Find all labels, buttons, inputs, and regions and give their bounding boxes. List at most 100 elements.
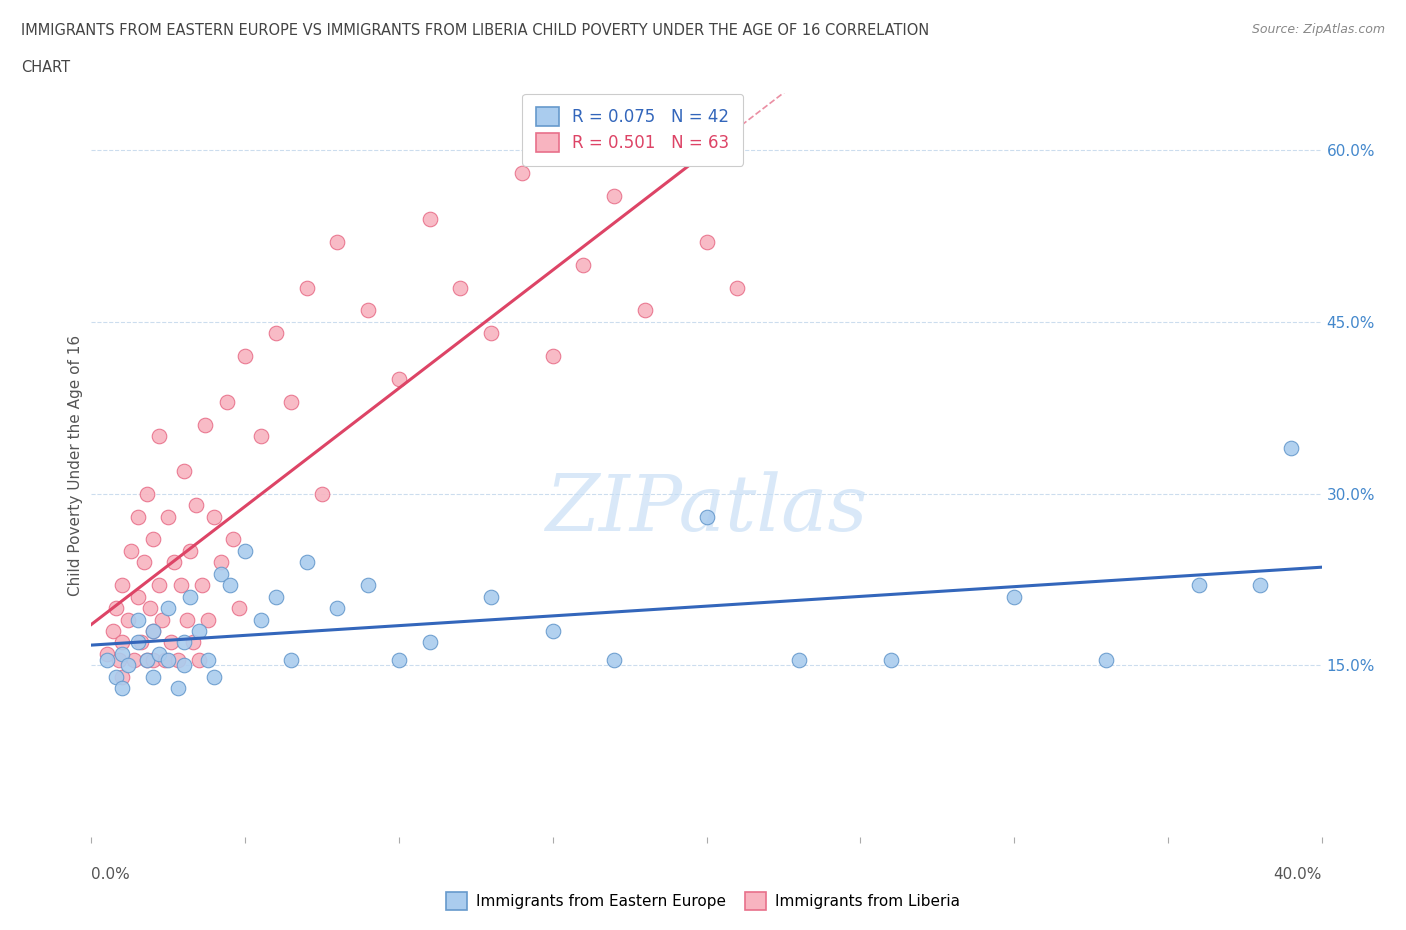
- Point: [696, 234, 718, 249]
- Text: 0.0%: 0.0%: [91, 867, 131, 882]
- Point: [150, 612, 173, 627]
- Point: [665, 143, 688, 158]
- Point: [179, 590, 201, 604]
- Point: [264, 326, 287, 340]
- Point: [135, 652, 157, 667]
- Point: [135, 486, 157, 501]
- Point: [135, 652, 157, 667]
- Point: [188, 623, 211, 638]
- Point: [215, 394, 238, 409]
- Point: [209, 555, 232, 570]
- Point: [295, 280, 318, 295]
- Point: [129, 635, 152, 650]
- Point: [603, 652, 626, 667]
- Point: [96, 646, 118, 661]
- Point: [1095, 652, 1118, 667]
- Point: [117, 612, 139, 627]
- Point: [96, 652, 118, 667]
- Point: [148, 646, 170, 661]
- Point: [111, 681, 134, 696]
- Point: [388, 652, 411, 667]
- Point: [105, 601, 127, 616]
- Point: [111, 578, 134, 592]
- Point: [179, 543, 201, 558]
- Point: [111, 646, 134, 661]
- Point: [142, 623, 165, 638]
- Point: [120, 543, 142, 558]
- Point: [105, 670, 127, 684]
- Y-axis label: Child Poverty Under the Age of 16: Child Poverty Under the Age of 16: [67, 335, 83, 595]
- Point: [249, 429, 271, 444]
- Point: [127, 612, 149, 627]
- Point: [1249, 578, 1271, 592]
- Text: Source: ZipAtlas.com: Source: ZipAtlas.com: [1251, 23, 1385, 36]
- Point: [202, 509, 225, 524]
- Legend: R = 0.075   N = 42, R = 0.501   N = 63: R = 0.075 N = 42, R = 0.501 N = 63: [523, 94, 742, 166]
- Point: [157, 509, 180, 524]
- Point: [139, 601, 162, 616]
- Point: [357, 303, 380, 318]
- Point: [132, 555, 155, 570]
- Point: [142, 652, 165, 667]
- Point: [233, 543, 256, 558]
- Point: [153, 652, 177, 667]
- Point: [111, 635, 134, 650]
- Point: [280, 394, 302, 409]
- Point: [295, 555, 318, 570]
- Text: 40.0%: 40.0%: [1274, 867, 1322, 882]
- Point: [127, 590, 149, 604]
- Point: [197, 612, 219, 627]
- Point: [188, 652, 211, 667]
- Point: [184, 498, 207, 512]
- Point: [419, 635, 441, 650]
- Point: [166, 681, 188, 696]
- Point: [326, 601, 349, 616]
- Point: [696, 509, 718, 524]
- Point: [191, 578, 214, 592]
- Point: [388, 372, 411, 387]
- Text: IMMIGRANTS FROM EASTERN EUROPE VS IMMIGRANTS FROM LIBERIA CHILD POVERTY UNDER TH: IMMIGRANTS FROM EASTERN EUROPE VS IMMIGR…: [21, 23, 929, 38]
- Point: [142, 532, 165, 547]
- Text: ZIPatlas: ZIPatlas: [546, 472, 868, 548]
- Point: [222, 532, 245, 547]
- Point: [181, 635, 204, 650]
- Point: [1002, 590, 1025, 604]
- Point: [108, 652, 131, 667]
- Point: [176, 612, 198, 627]
- Point: [326, 234, 349, 249]
- Point: [173, 658, 195, 672]
- Point: [264, 590, 287, 604]
- Point: [357, 578, 380, 592]
- Point: [127, 635, 149, 650]
- Point: [117, 658, 139, 672]
- Point: [157, 601, 180, 616]
- Point: [173, 463, 195, 478]
- Point: [228, 601, 250, 616]
- Point: [249, 612, 271, 627]
- Point: [541, 349, 564, 364]
- Point: [572, 258, 595, 272]
- Point: [479, 326, 502, 340]
- Point: [233, 349, 256, 364]
- Point: [169, 578, 191, 592]
- Point: [1187, 578, 1209, 592]
- Point: [419, 211, 441, 226]
- Point: [479, 590, 502, 604]
- Point: [209, 566, 232, 581]
- Point: [157, 652, 180, 667]
- Point: [311, 486, 333, 501]
- Point: [173, 635, 195, 650]
- Point: [280, 652, 302, 667]
- Point: [160, 635, 183, 650]
- Point: [127, 509, 149, 524]
- Point: [163, 555, 186, 570]
- Point: [166, 652, 188, 667]
- Point: [1279, 441, 1302, 456]
- Point: [541, 623, 564, 638]
- Point: [449, 280, 471, 295]
- Point: [111, 670, 134, 684]
- Point: [787, 652, 810, 667]
- Point: [142, 670, 165, 684]
- Point: [197, 652, 219, 667]
- Point: [218, 578, 240, 592]
